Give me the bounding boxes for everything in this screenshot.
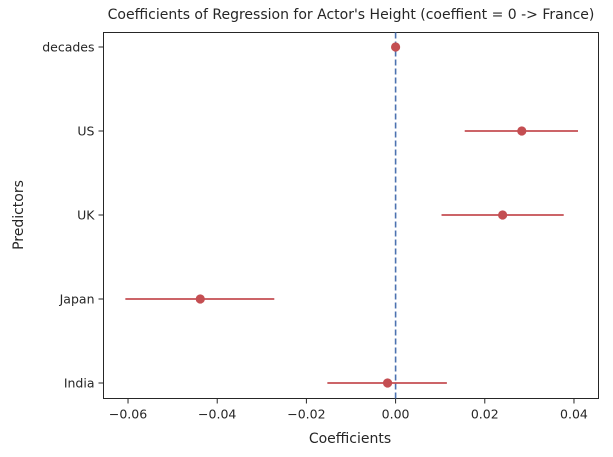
x-tick-label: −0.04 [198,407,236,422]
x-axis-ticks: −0.06 −0.04 −0.02 0.00 0.02 0.04 [109,398,588,422]
y-axis-ticks: decades US UK Japan India [42,40,104,391]
coefficient-point [517,126,527,136]
x-axis-label: Coefficients [309,431,391,447]
x-tick-label: −0.02 [287,407,325,422]
coefficient-point [498,210,508,220]
coefficient-point [195,294,205,304]
x-tick-label: 0.04 [560,407,588,422]
x-tick-label: 0.02 [471,407,499,422]
y-tick-label: UK [77,208,95,223]
y-tick-label: US [77,124,94,139]
y-tick-label: Japan [59,292,95,307]
y-tick-label: India [64,376,95,391]
y-axis-label: Predictors [11,180,27,250]
y-tick-label: decades [42,40,94,55]
x-tick-label: −0.06 [109,407,147,422]
coefficient-point [382,378,393,388]
coefficient-points [195,42,527,388]
chart-title: Coefficients of Regression for Actor's H… [108,7,595,23]
x-tick-label: 0.00 [382,407,410,422]
coefficient-point [390,42,401,52]
error-bars [125,130,578,384]
